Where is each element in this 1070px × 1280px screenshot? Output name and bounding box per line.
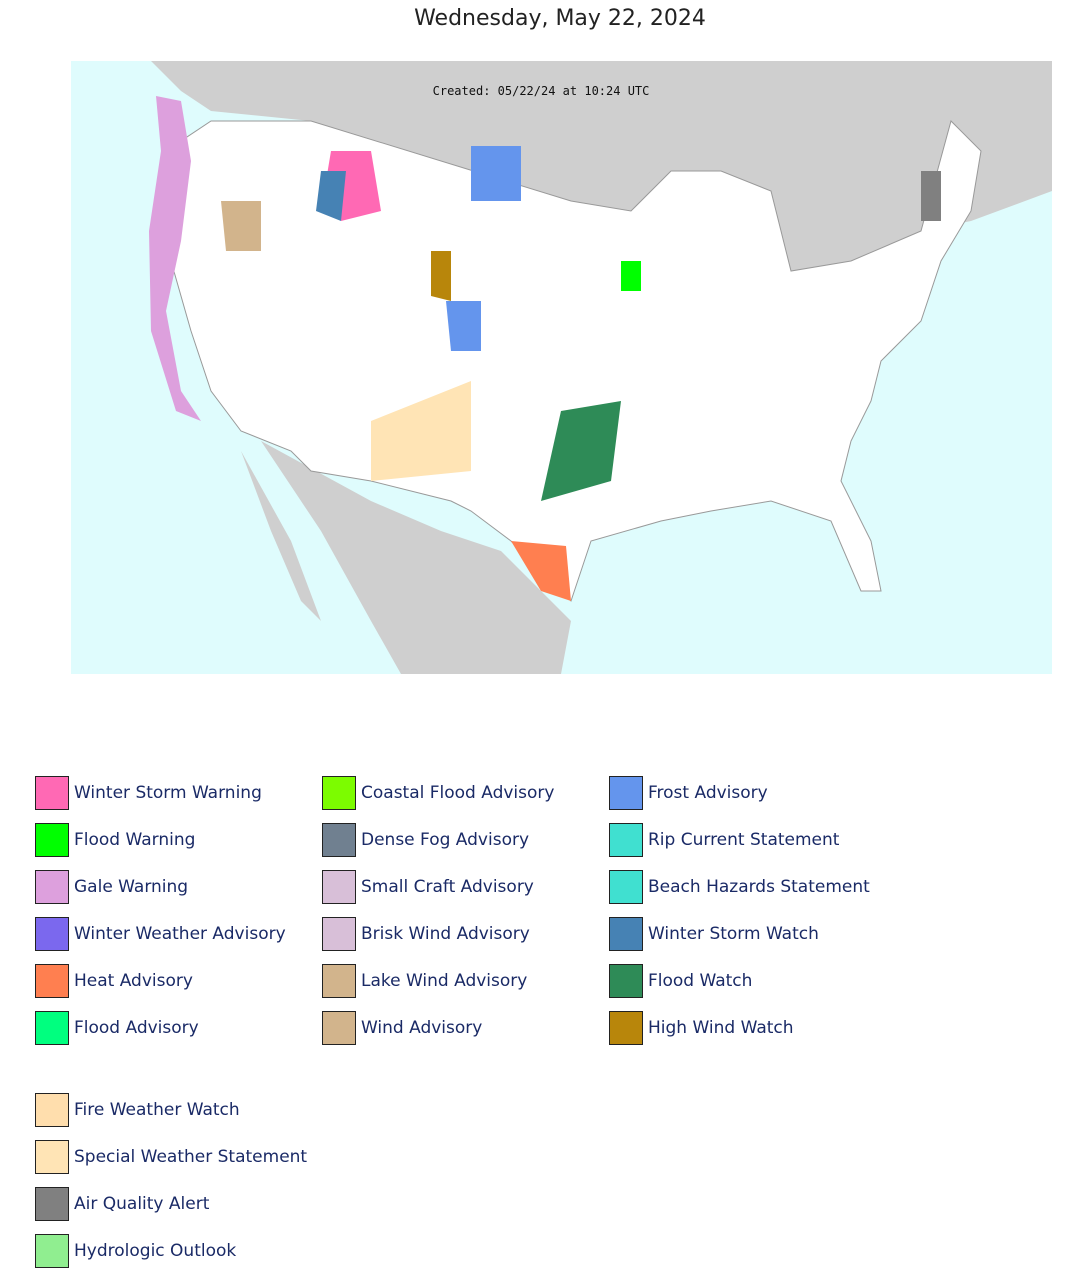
alert-map: Created: 05/22/24 at 10:24 UTC [71,61,1052,674]
legend-swatch [35,1234,69,1268]
legend-swatch [609,917,643,951]
air-quality-area [921,171,941,221]
legend-item: Hydrologic Outlook [35,1233,236,1269]
usa [160,120,982,602]
frost-area [471,146,521,201]
legend-label: Gale Warning [74,877,189,897]
legend-swatch [609,870,643,904]
legend-item: Fire Weather Watch [35,1092,240,1128]
legend-label: Flood Warning [74,830,196,850]
legend-swatch [35,1140,69,1174]
legend-label: Air Quality Alert [74,1194,210,1214]
legend-swatch [35,870,69,904]
flood-area [621,261,641,291]
mexico [261,441,571,674]
legend-label: Flood Watch [648,971,753,991]
legend-item: Coastal Flood Advisory [322,775,554,811]
gale-area [149,96,201,421]
heat-area [511,541,571,601]
canada [151,61,1052,271]
legend-swatch [35,776,69,810]
legend-swatch [35,1011,69,1045]
legend-label: Lake Wind Advisory [361,971,528,991]
legend-item: Flood Advisory [35,1010,199,1046]
legend-item: Winter Weather Advisory [35,916,286,952]
created-label: Created: 05/22/24 at 10:24 UTC [433,84,650,98]
legend-label: Frost Advisory [648,783,768,803]
fire-area [371,381,471,481]
wind-area [221,201,261,251]
legend-label: Winter Storm Watch [648,924,819,944]
legend-swatch [322,823,356,857]
legend-item: Wind Advisory [322,1010,482,1046]
legend-label: High Wind Watch [648,1018,794,1038]
frost-area [446,301,481,351]
page-title: Wednesday, May 22, 2024 [414,6,706,31]
legend-label: Dense Fog Advisory [361,830,530,850]
legend-item: Small Craft Advisory [322,869,534,905]
legend-label: Hydrologic Outlook [74,1241,237,1261]
legend-item: High Wind Watch [609,1010,794,1046]
legend-label: Flood Advisory [74,1018,199,1038]
legend-label: Brisk Wind Advisory [361,924,530,944]
legend-label: Small Craft Advisory [361,877,534,897]
legend-swatch [322,964,356,998]
high-wind-area [431,251,451,301]
legend-item: Gale Warning [35,869,188,905]
legend-swatch [35,917,69,951]
legend-swatch [609,776,643,810]
legend-swatch [35,1187,69,1221]
legend-label: Heat Advisory [74,971,193,991]
legend-item: Heat Advisory [35,963,193,999]
legend-label: Coastal Flood Advisory [361,783,555,803]
legend-item: Brisk Wind Advisory [322,916,530,952]
legend-item: Winter Storm Watch [609,916,819,952]
legend-swatch [322,776,356,810]
legend-item: Flood Warning [35,822,195,858]
flood-watch-area [541,401,621,501]
legend-swatch [609,964,643,998]
watch-area [316,171,346,221]
legend-swatch [322,917,356,951]
legend-item: Dense Fog Advisory [322,822,529,858]
legend-label: Special Weather Statement [74,1147,308,1167]
legend-item: Rip Current Statement [609,822,839,858]
legend-swatch [609,1011,643,1045]
legend-item: Winter Storm Warning [35,775,262,811]
legend-label: Winter Storm Warning [74,783,262,803]
legend-label: Wind Advisory [361,1018,483,1038]
baja [241,451,321,621]
legend-label: Rip Current Statement [648,830,840,850]
legend-item: Beach Hazards Statement [609,869,870,905]
legend-item: Special Weather Statement [35,1139,307,1175]
legend-label: Beach Hazards Statement [648,877,870,897]
legend-swatch [35,964,69,998]
legend-swatch [322,870,356,904]
legend-item: Flood Watch [609,963,752,999]
legend-swatch [35,1093,69,1127]
legend-swatch [35,823,69,857]
legend-swatch [609,823,643,857]
legend-item: Air Quality Alert [35,1186,209,1222]
legend-item: Lake Wind Advisory [322,963,527,999]
legend-label: Winter Weather Advisory [74,924,286,944]
legend-swatch [322,1011,356,1045]
legend-item: Frost Advisory [609,775,768,811]
legend-label: Fire Weather Watch [74,1100,240,1120]
